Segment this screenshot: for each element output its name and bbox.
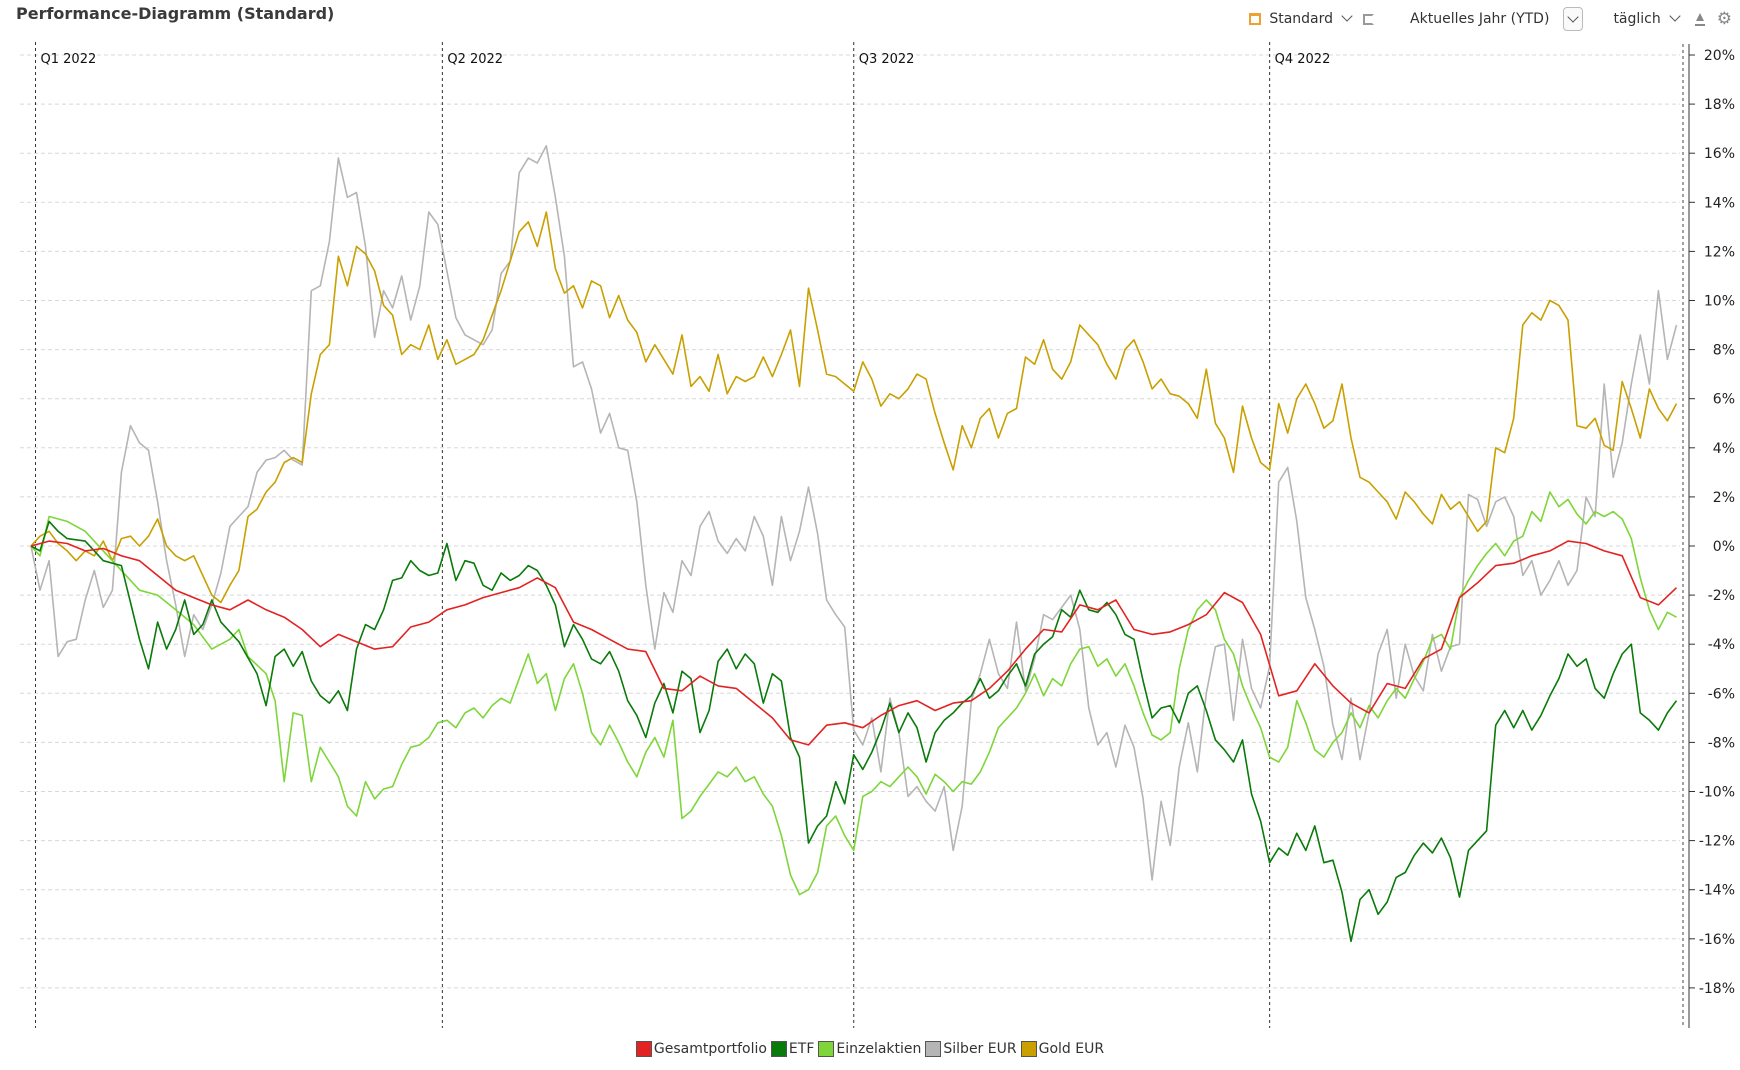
view-selector[interactable]: Standard	[1249, 10, 1359, 27]
series-line-gesamtportfolio	[30, 540, 1678, 746]
y-tick-label: 0%	[1713, 539, 1735, 555]
period-label: Aktuelles Jahr (YTD)	[1410, 11, 1550, 27]
view-label: Standard	[1269, 11, 1334, 27]
legend-item[interactable]: Gesamtportfolio	[635, 1041, 767, 1057]
y-tick-label: 10%	[1704, 294, 1735, 310]
y-tick-label: 12%	[1704, 244, 1735, 260]
y-tick-label: -18%	[1699, 981, 1735, 997]
performance-chart: Q1 2022 Q2 2022 Q3 2022 Q4 2022 20% 18% 16% 14…	[20, 42, 1735, 1028]
y-tick-label: 2%	[1713, 490, 1735, 506]
chevron-down-icon[interactable]	[1669, 10, 1681, 22]
series-line-etf	[30, 520, 1678, 943]
y-tick-label: 18%	[1704, 97, 1735, 113]
y-tick-label: 6%	[1713, 392, 1735, 408]
chart-toolbar: Standard Aktuelles Jahr (YTD) täglich ⚙	[1249, 7, 1740, 31]
quarter-label: Q4 2022	[1275, 52, 1331, 67]
save-view-icon[interactable]	[1363, 13, 1375, 25]
y-tick-label: -10%	[1699, 785, 1735, 801]
chevron-down-icon	[1567, 11, 1580, 23]
chart-series	[30, 145, 1678, 943]
legend-label: ETF	[788, 1041, 815, 1057]
y-tick-label: 14%	[1704, 195, 1735, 211]
legend-label: Einzelaktien	[836, 1041, 922, 1057]
y-tick-label: -4%	[1708, 637, 1735, 653]
legend-swatch	[770, 1041, 787, 1057]
y-tick-label: 20%	[1704, 48, 1735, 64]
series-line-silber-eur	[30, 145, 1678, 881]
quarter-markers: Q1 2022 Q2 2022 Q3 2022 Q4 2022	[35, 42, 1331, 1028]
legend-item[interactable]: Einzelaktien	[818, 1041, 921, 1057]
y-tick-label: -6%	[1708, 686, 1735, 702]
period-selector[interactable]: Aktuelles Jahr (YTD)	[1402, 7, 1584, 31]
y-tick-label: 16%	[1704, 146, 1735, 162]
quarter-label: Q3 2022	[859, 52, 915, 67]
legend-label: Silber EUR	[943, 1041, 1017, 1057]
period-dropdown-button[interactable]	[1563, 7, 1584, 31]
y-tick-label: -14%	[1699, 883, 1735, 899]
series-line-einzelaktien	[30, 491, 1677, 896]
chart-legend: Gesamtportfolio ETF Einzelaktien Silber EUR…	[0, 1038, 1740, 1060]
y-tick-label: 8%	[1713, 343, 1735, 359]
legend-item[interactable]: Gold EUR	[1020, 1041, 1105, 1057]
y-tick-label: -16%	[1699, 932, 1735, 948]
gear-icon[interactable]: ⚙	[1716, 8, 1732, 29]
legend-item[interactable]: ETF	[770, 1041, 815, 1057]
y-axis: 20% 18% 16% 14% 12% 10% 8% 6% 4% 2% 0% -2% -4% -6% -8%…	[1682, 44, 1735, 1028]
y-tick-label: -8%	[1708, 735, 1735, 751]
view-icon	[1249, 13, 1262, 25]
y-tick-label: -12%	[1699, 834, 1735, 850]
series-line-gold-eur	[30, 211, 1678, 604]
page-title: Performance-Diagramm (Standard)	[16, 4, 335, 23]
quarter-label: Q1 2022	[41, 52, 97, 67]
y-tick-label: 4%	[1713, 441, 1735, 457]
legend-swatch	[818, 1041, 835, 1057]
chart-grid	[20, 54, 1680, 989]
export-icon[interactable]	[1693, 12, 1707, 26]
y-tick-label: -2%	[1708, 588, 1735, 604]
legend-label: Gold EUR	[1038, 1041, 1105, 1057]
legend-swatch	[1020, 1041, 1037, 1057]
chevron-down-icon[interactable]	[1341, 10, 1353, 22]
legend-label: Gesamtportfolio	[653, 1041, 767, 1057]
legend-swatch	[925, 1041, 942, 1057]
legend-swatch	[635, 1041, 652, 1057]
interval-selector[interactable]: täglich	[1605, 10, 1686, 27]
legend-item[interactable]: Silber EUR	[925, 1041, 1017, 1057]
interval-label: täglich	[1613, 11, 1661, 27]
quarter-label: Q2 2022	[447, 52, 503, 67]
